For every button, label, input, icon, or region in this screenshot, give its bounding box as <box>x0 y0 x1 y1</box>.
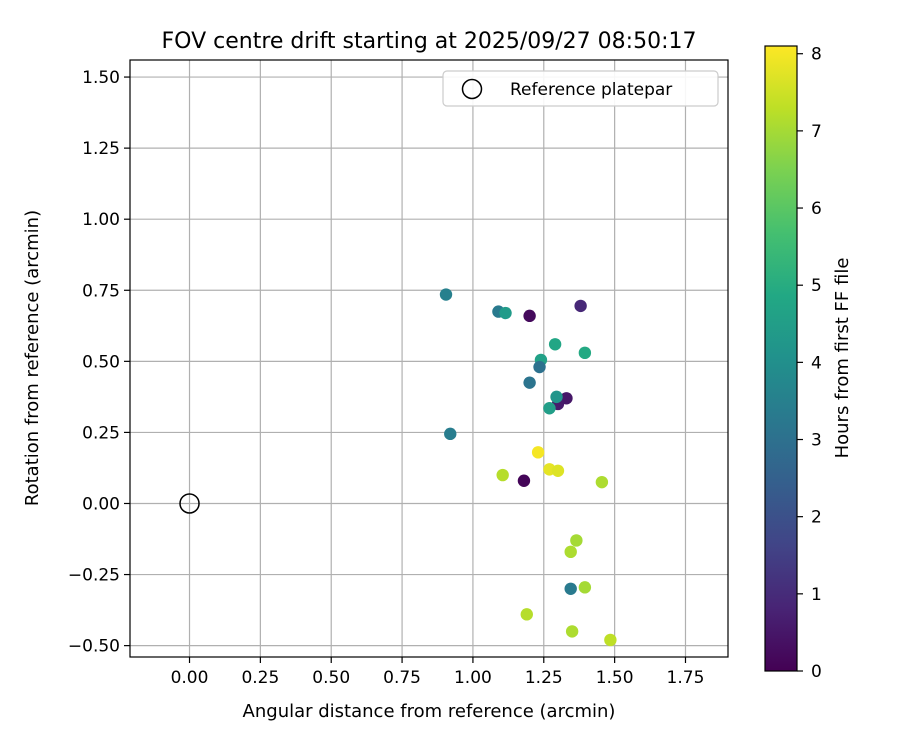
legend-label: Reference platepar <box>510 80 672 100</box>
y-axis-label: Rotation from reference (arcmin) <box>22 210 43 506</box>
y-tick-label: 0.00 <box>82 494 120 514</box>
data-point <box>523 376 536 389</box>
x-tick-label: 1.25 <box>525 668 563 688</box>
colorbar-label: Hours from first FF file <box>832 258 853 459</box>
y-tick-label: 1.00 <box>82 210 120 230</box>
data-point <box>564 582 577 595</box>
x-tick-label: 0.25 <box>241 668 279 688</box>
data-point <box>439 288 453 301</box>
data-point <box>517 474 531 487</box>
data-point <box>444 427 457 441</box>
colorbar-tick-label: 7 <box>811 122 822 142</box>
y-axis: −0.50 −0.25 0.00 0.25 0.50 0.75 1.00 1.25 1.50 <box>68 68 130 657</box>
data-point <box>574 299 587 313</box>
colorbar-tick-label: 8 <box>811 45 822 65</box>
y-tick-label: 0.50 <box>82 352 120 372</box>
x-tick-label: 0.50 <box>312 668 350 688</box>
data-point <box>520 608 533 621</box>
colorbar-tick-label: 0 <box>811 662 822 682</box>
x-tick-label: 0.75 <box>383 668 421 688</box>
data-point <box>543 402 556 415</box>
legend: Reference platepar <box>442 70 719 107</box>
colorbar-tick-label: 1 <box>811 585 822 605</box>
x-tick-label: 1.75 <box>667 668 705 688</box>
legend-marker-icon <box>461 78 483 100</box>
data-point <box>551 464 565 477</box>
y-tick-label: 1.25 <box>82 139 120 159</box>
data-point <box>550 390 563 404</box>
data-point <box>523 309 536 323</box>
data-point <box>531 446 545 459</box>
y-tick-label: 1.50 <box>82 68 120 88</box>
colorbar-axis: 0 1 2 3 4 5 6 7 8 <box>797 45 822 682</box>
colorbar-tick-label: 3 <box>811 431 822 451</box>
colorbar: 0 1 2 3 4 5 6 7 8 Hours from first FF file <box>764 45 853 682</box>
grid <box>130 60 728 657</box>
y-tick-label: −0.50 <box>68 637 120 657</box>
data-point <box>578 581 592 594</box>
y-tick-label: 0.75 <box>82 281 120 301</box>
data-point <box>595 475 609 489</box>
colorbar-tick-label: 6 <box>811 199 822 219</box>
data-point <box>496 468 509 482</box>
x-tick-label: 1.00 <box>454 668 492 688</box>
colorbar-tick-label: 2 <box>811 508 822 528</box>
data-point <box>533 360 546 374</box>
colorbar-tick-label: 4 <box>811 353 822 373</box>
x-axis-label: Angular distance from reference (arcmin) <box>243 701 616 722</box>
colorbar-frame <box>764 45 798 672</box>
plot-frame <box>129 59 729 658</box>
data-point <box>604 633 617 647</box>
data-point <box>570 534 583 547</box>
x-tick-label: 1.50 <box>596 668 634 688</box>
reference-point <box>179 493 200 514</box>
colorbar-gradient <box>765 46 797 671</box>
x-axis: 0.00 0.25 0.50 0.75 1.00 1.25 1.50 1.75 <box>171 657 705 688</box>
y-tick-label: −0.25 <box>68 566 120 586</box>
data-point <box>499 306 512 320</box>
chart-title: FOV centre drift starting at 2025/09/27 … <box>162 29 697 54</box>
x-tick-label: 0.00 <box>171 668 209 688</box>
colorbar-tick-label: 5 <box>811 276 822 296</box>
scatter-points <box>179 288 617 647</box>
data-point <box>564 545 577 559</box>
y-tick-label: 0.25 <box>82 423 120 443</box>
data-point <box>565 625 579 638</box>
data-point <box>548 338 562 351</box>
legend-box <box>442 70 719 107</box>
data-point <box>578 346 592 360</box>
